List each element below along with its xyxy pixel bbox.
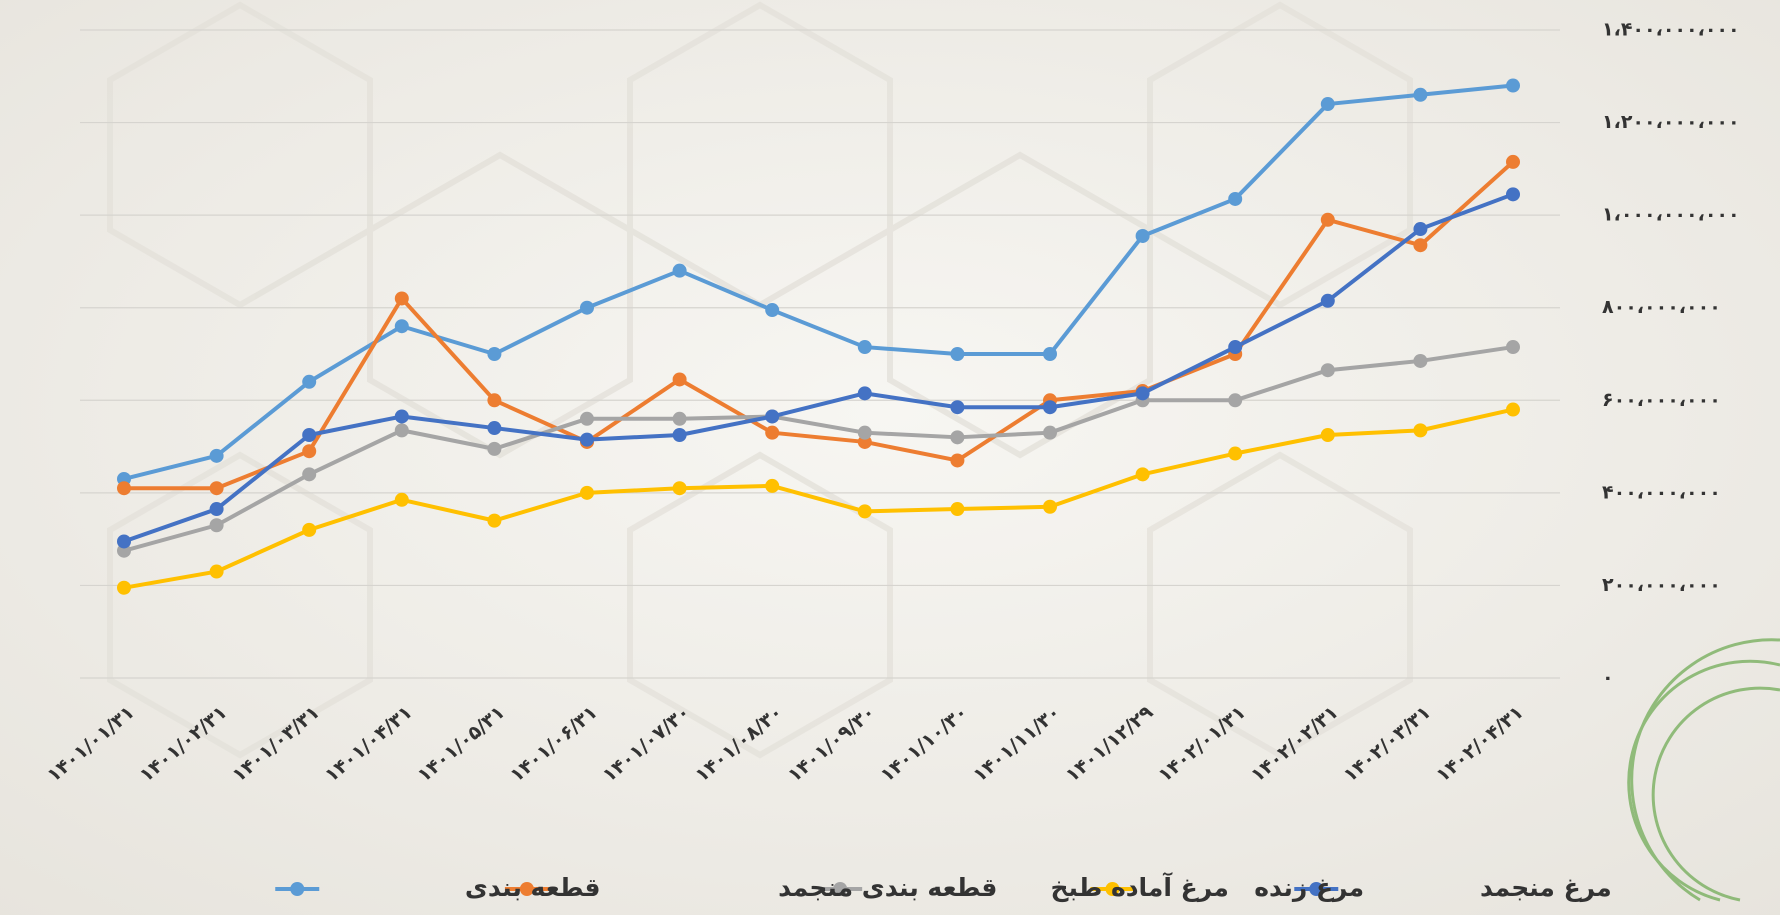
data-point bbox=[672, 481, 687, 496]
data-point bbox=[857, 340, 872, 355]
hex-pattern bbox=[107, 1, 1413, 759]
legend-label: مرغ منجمد bbox=[1480, 873, 1612, 903]
data-point bbox=[580, 411, 594, 426]
legend-marker bbox=[1309, 882, 1324, 896]
legend-label: قطعه بندی منجمد bbox=[778, 873, 997, 902]
data-point bbox=[950, 400, 965, 415]
data-point bbox=[765, 303, 780, 318]
data-point bbox=[487, 441, 502, 456]
data-point bbox=[117, 481, 131, 496]
data-point bbox=[672, 428, 687, 442]
y-tick-label: ۶۰۰،۰۰۰،۰۰۰ bbox=[1602, 389, 1721, 411]
data-point bbox=[1135, 386, 1150, 401]
series-line bbox=[124, 160, 1515, 491]
data-point bbox=[1320, 293, 1335, 308]
data-point bbox=[1043, 425, 1057, 440]
data-point bbox=[1413, 423, 1428, 438]
data-point bbox=[1506, 340, 1520, 355]
y-tick-label: ۸۰۰،۰۰۰،۰۰۰ bbox=[1602, 296, 1721, 318]
data-point bbox=[394, 409, 409, 424]
data-point bbox=[857, 504, 872, 519]
data-point bbox=[209, 564, 224, 579]
y-tick-label: ۱،۲۰۰،۰۰۰،۰۰۰ bbox=[1602, 111, 1740, 133]
corner-arcs bbox=[1627, 638, 1780, 902]
series-line bbox=[123, 83, 1514, 481]
data-point bbox=[394, 291, 409, 306]
data-point bbox=[1506, 402, 1520, 417]
data-point bbox=[1413, 238, 1428, 253]
data-point bbox=[487, 393, 502, 408]
data-point bbox=[1413, 87, 1428, 102]
data-point bbox=[765, 478, 780, 493]
data-point bbox=[1228, 191, 1243, 206]
data-point bbox=[1135, 228, 1150, 243]
data-point bbox=[1228, 340, 1243, 355]
data-point bbox=[1320, 363, 1335, 378]
data-point bbox=[1413, 353, 1428, 368]
y-tick-label: ۱،۰۰۰،۰۰۰،۰۰۰ bbox=[1602, 204, 1740, 226]
data-point bbox=[950, 453, 965, 468]
data-point bbox=[1043, 347, 1057, 361]
data-point bbox=[765, 409, 780, 424]
legend-marker bbox=[833, 882, 848, 896]
data-point bbox=[1043, 400, 1057, 415]
data-point bbox=[765, 425, 780, 440]
data-point bbox=[302, 374, 317, 389]
data-point bbox=[857, 386, 872, 401]
data-point bbox=[1506, 78, 1520, 93]
data-point bbox=[1413, 222, 1428, 237]
data-point bbox=[1135, 467, 1150, 482]
legend-label: مرغ آماده طبخ bbox=[1050, 872, 1228, 903]
data-point bbox=[394, 423, 409, 438]
data-point bbox=[209, 518, 224, 533]
data-point bbox=[950, 430, 965, 445]
y-tick-label: ۴۰۰،۰۰۰،۰۰۰ bbox=[1602, 481, 1721, 503]
data-point bbox=[1228, 446, 1243, 461]
data-point bbox=[117, 534, 131, 549]
data-point bbox=[1506, 187, 1520, 202]
data-point bbox=[1228, 393, 1243, 408]
y-tick-label: ۱،۴۰۰،۰۰۰،۰۰۰ bbox=[1602, 19, 1740, 41]
data-point bbox=[1320, 212, 1335, 227]
data-point bbox=[209, 448, 224, 463]
legend-marker bbox=[1105, 882, 1120, 896]
data-point bbox=[580, 485, 594, 500]
data-point bbox=[580, 432, 594, 447]
legend-marker bbox=[290, 882, 305, 896]
data-point bbox=[302, 444, 317, 459]
series-line bbox=[123, 345, 1514, 553]
data-point bbox=[117, 580, 131, 595]
data-point bbox=[209, 481, 224, 496]
data-point bbox=[394, 319, 409, 334]
data-point bbox=[302, 428, 317, 442]
data-point bbox=[302, 467, 317, 482]
data-point bbox=[487, 347, 502, 361]
legend-label: مرغ زنده bbox=[1254, 873, 1364, 903]
y-tick-label: ۰ bbox=[1602, 667, 1614, 689]
legend-marker bbox=[519, 882, 534, 896]
data-point bbox=[1043, 499, 1057, 514]
data-point bbox=[672, 411, 687, 426]
data-point bbox=[1320, 97, 1335, 112]
data-point bbox=[302, 522, 317, 537]
data-point bbox=[209, 502, 224, 517]
data-point bbox=[1320, 428, 1335, 442]
data-point bbox=[487, 421, 502, 436]
data-point bbox=[580, 300, 594, 315]
data-point bbox=[394, 492, 409, 507]
data-point bbox=[950, 502, 965, 517]
series-line bbox=[123, 192, 1514, 544]
y-tick-label: ۲۰۰،۰۰۰،۰۰۰ bbox=[1602, 574, 1721, 596]
legend-label: قطعه بندی bbox=[465, 873, 601, 902]
data-point bbox=[487, 513, 502, 528]
data-point bbox=[857, 425, 872, 440]
data-point bbox=[672, 372, 687, 387]
data-point bbox=[672, 263, 687, 278]
data-point bbox=[1506, 154, 1520, 169]
data-point bbox=[950, 347, 965, 361]
series-line bbox=[123, 407, 1514, 590]
